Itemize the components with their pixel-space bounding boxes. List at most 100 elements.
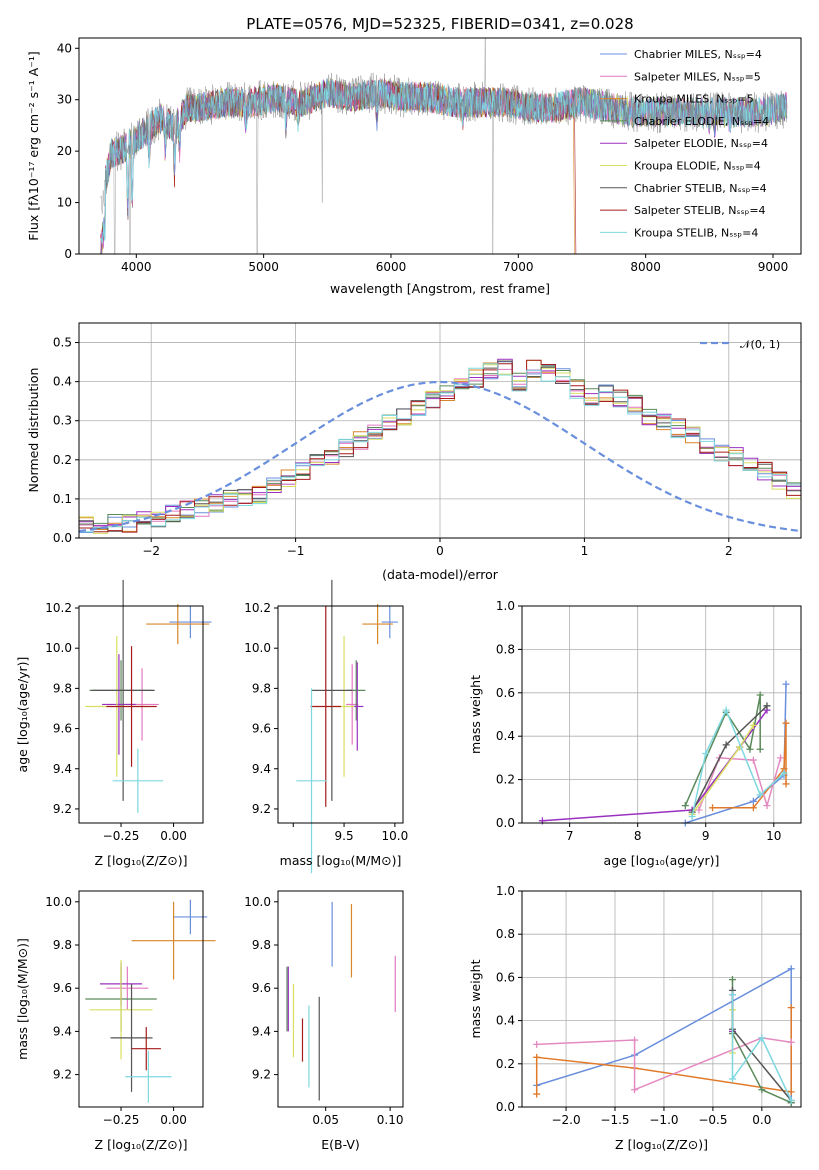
massweight-marker <box>782 680 790 688</box>
panel-y-tick-label: 9.2 <box>53 1068 72 1082</box>
massweight-marker <box>777 754 785 762</box>
density-tick-label: 0.4 <box>53 375 72 389</box>
flux-tick-label: 40 <box>57 41 72 55</box>
panel-y-tick-label: 9.2 <box>252 802 271 816</box>
histogram-step <box>79 360 801 538</box>
massweight-marker <box>728 976 736 984</box>
histogram-step <box>79 358 801 538</box>
legend-label: Chabrier ELODIE, Nₛₛₚ=4 <box>634 115 769 128</box>
massweight-marker <box>702 750 710 758</box>
massweight-marker <box>709 804 717 812</box>
panel-y-tick-label: 9.4 <box>252 1024 271 1038</box>
histogram-step <box>79 363 801 538</box>
wavelength-tick-label: 4000 <box>121 260 152 274</box>
panel-y-tick-label: 9.6 <box>252 722 271 736</box>
massweight-marker <box>782 780 790 788</box>
panel-y-tick-label: 9.8 <box>53 938 72 952</box>
massweight-marker <box>749 756 757 764</box>
mw-x-tick-label: −0.5 <box>698 1113 727 1127</box>
massweight-marker <box>782 719 790 727</box>
mw-frame <box>521 605 802 824</box>
wavelength-tick-label: 5000 <box>248 260 279 274</box>
residual-tick-label: 2 <box>725 544 733 558</box>
hist-frame <box>78 322 802 539</box>
panel-y-tick-label: 9.8 <box>252 681 271 695</box>
massweight-marker <box>780 769 788 777</box>
mw-frame <box>521 890 802 1108</box>
legend-label: Salpeter ELODIE, Nₛₛₚ=4 <box>634 137 768 150</box>
flux-tick-label: 30 <box>57 93 72 107</box>
panel-xlabel: mass [log₁₀(M/M⊙)] <box>280 853 402 868</box>
panel-x-tick-label: −0.25 <box>103 1113 140 1127</box>
legend-label: Kroupa MILES, Nₛₛₚ=5 <box>634 93 754 106</box>
panel-x-tick-label: −0.25 <box>103 829 140 843</box>
panel-y-tick-label: 10.2 <box>45 601 72 615</box>
massweight-marker <box>758 1086 766 1094</box>
histogram-step <box>79 360 801 538</box>
massweight-marker <box>533 1053 541 1061</box>
figure-title: PLATE=0576, MJD=52325, FIBERID=0341, z=0… <box>246 15 633 33</box>
histogram-step <box>79 361 801 538</box>
panel-ylabel: age [log₁₀(age/yr)] <box>15 657 30 773</box>
massweight-marker <box>787 1088 795 1096</box>
normal-legend-label: 𝒩(0, 1) <box>740 338 780 351</box>
panel-frame <box>78 605 204 824</box>
residual-ylabel: Normed distribution <box>26 368 41 493</box>
massweight-marker <box>787 965 795 973</box>
panel-y-tick-label: 10.0 <box>45 895 72 909</box>
massweight-marker <box>631 1036 639 1044</box>
residual-tick-label: 0 <box>436 544 444 558</box>
panel-xlabel: Z [log₁₀(Z/Z⊙)] <box>95 1137 188 1152</box>
legend-label: Chabrier MILES, Nₛₛₚ=4 <box>634 48 762 61</box>
panel-y-tick-label: 9.4 <box>53 1024 72 1038</box>
normal-curve <box>79 380 801 533</box>
mw-y-tick-label: 0.2 <box>496 773 515 787</box>
massweight-vs-metallicity-axes: −2.0 −1.5 −1.0 −0.5 0.0 0.0 0.2 0.4 0.6 0.8 1.0 Z [… <box>468 884 802 1152</box>
wavelength-tick-label: 7000 <box>503 260 534 274</box>
spectrum-axes: 4000 5000 6000 7000 8000 9000 0 10 20 30 40 wavelen… <box>26 37 802 296</box>
mw-y-tick-label: 1.0 <box>496 884 515 898</box>
mw-x-tick-label: 0.0 <box>752 1113 771 1127</box>
mw-y-tick-label: 0.8 <box>496 642 515 656</box>
mw-xlabel: Z [log₁₀(Z/Z⊙)] <box>615 1137 708 1152</box>
observed-spectrum-line <box>100 38 787 254</box>
massweight-marker <box>631 1086 639 1094</box>
panel-y-tick-label: 9.2 <box>252 1068 271 1082</box>
massweight-marker <box>746 745 754 753</box>
panel-frame <box>277 890 404 1108</box>
mass-vs-ebv-axes: 0.05 0.10 9.2 9.4 9.6 9.8 10.0 E(B-V) <box>244 890 404 1152</box>
panel-y-tick-label: 10.0 <box>244 641 271 655</box>
mw-y-tick-label: 0.4 <box>496 1014 515 1028</box>
panel-y-tick-label: 10.0 <box>244 895 271 909</box>
residual-tick-label: −2 <box>142 544 160 558</box>
mw-y-tick-label: 0.6 <box>496 686 515 700</box>
mw-x-tick-label: −1.5 <box>600 1113 629 1127</box>
mw-y-tick-label: 0.8 <box>496 927 515 941</box>
legend-label: Kroupa STELIB, Nₛₛₚ=4 <box>634 226 758 239</box>
massweight-marker <box>728 1075 736 1083</box>
spectrum-ylabel: Flux [fλ10⁻¹⁷ erg cm⁻² s⁻¹ A⁻¹] <box>26 51 41 240</box>
massweight-vs-age-axes: 7 8 9 10 0.0 0.2 0.4 0.6 0.8 1.0 age [log₁₀(age/yr… <box>468 599 802 868</box>
mw-x-tick-label: −1.0 <box>649 1113 678 1127</box>
mw-x-tick-label: 9 <box>702 829 710 843</box>
massweight-marker <box>787 1004 795 1012</box>
density-tick-label: 0.5 <box>53 336 72 350</box>
mw-y-tick-label: 0.6 <box>496 970 515 984</box>
legend-label: Salpeter MILES, Nₛₛₚ=5 <box>634 70 761 83</box>
massweight-marker <box>756 791 764 799</box>
panel-y-tick-label: 10.2 <box>244 601 271 615</box>
mw-y-tick-label: 0.0 <box>496 1100 515 1114</box>
panel-y-tick-label: 9.6 <box>252 981 271 995</box>
panel-x-tick-label: 10.0 <box>382 829 409 843</box>
massweight-marker <box>749 804 757 812</box>
spectrum-frame <box>78 37 802 255</box>
panel-ylabel: mass [log₁₀(M/M⊙)] <box>15 938 30 1060</box>
massweight-marker <box>787 1097 795 1105</box>
panel-y-tick-label: 9.4 <box>53 762 72 776</box>
residual-histogram-axes: −2 −1 0 1 2 0.0 0.1 0.2 0.3 0.4 0.5 𝒩(0, 1) (data-mo… <box>26 322 802 582</box>
mw-x-tick-label: −2.0 <box>551 1113 580 1127</box>
massweight-marker <box>695 806 703 814</box>
panel-x-tick-label: 0.00 <box>160 1113 187 1127</box>
panel-y-tick-label: 9.6 <box>53 981 72 995</box>
panel-x-tick-label: 0.00 <box>160 829 187 843</box>
